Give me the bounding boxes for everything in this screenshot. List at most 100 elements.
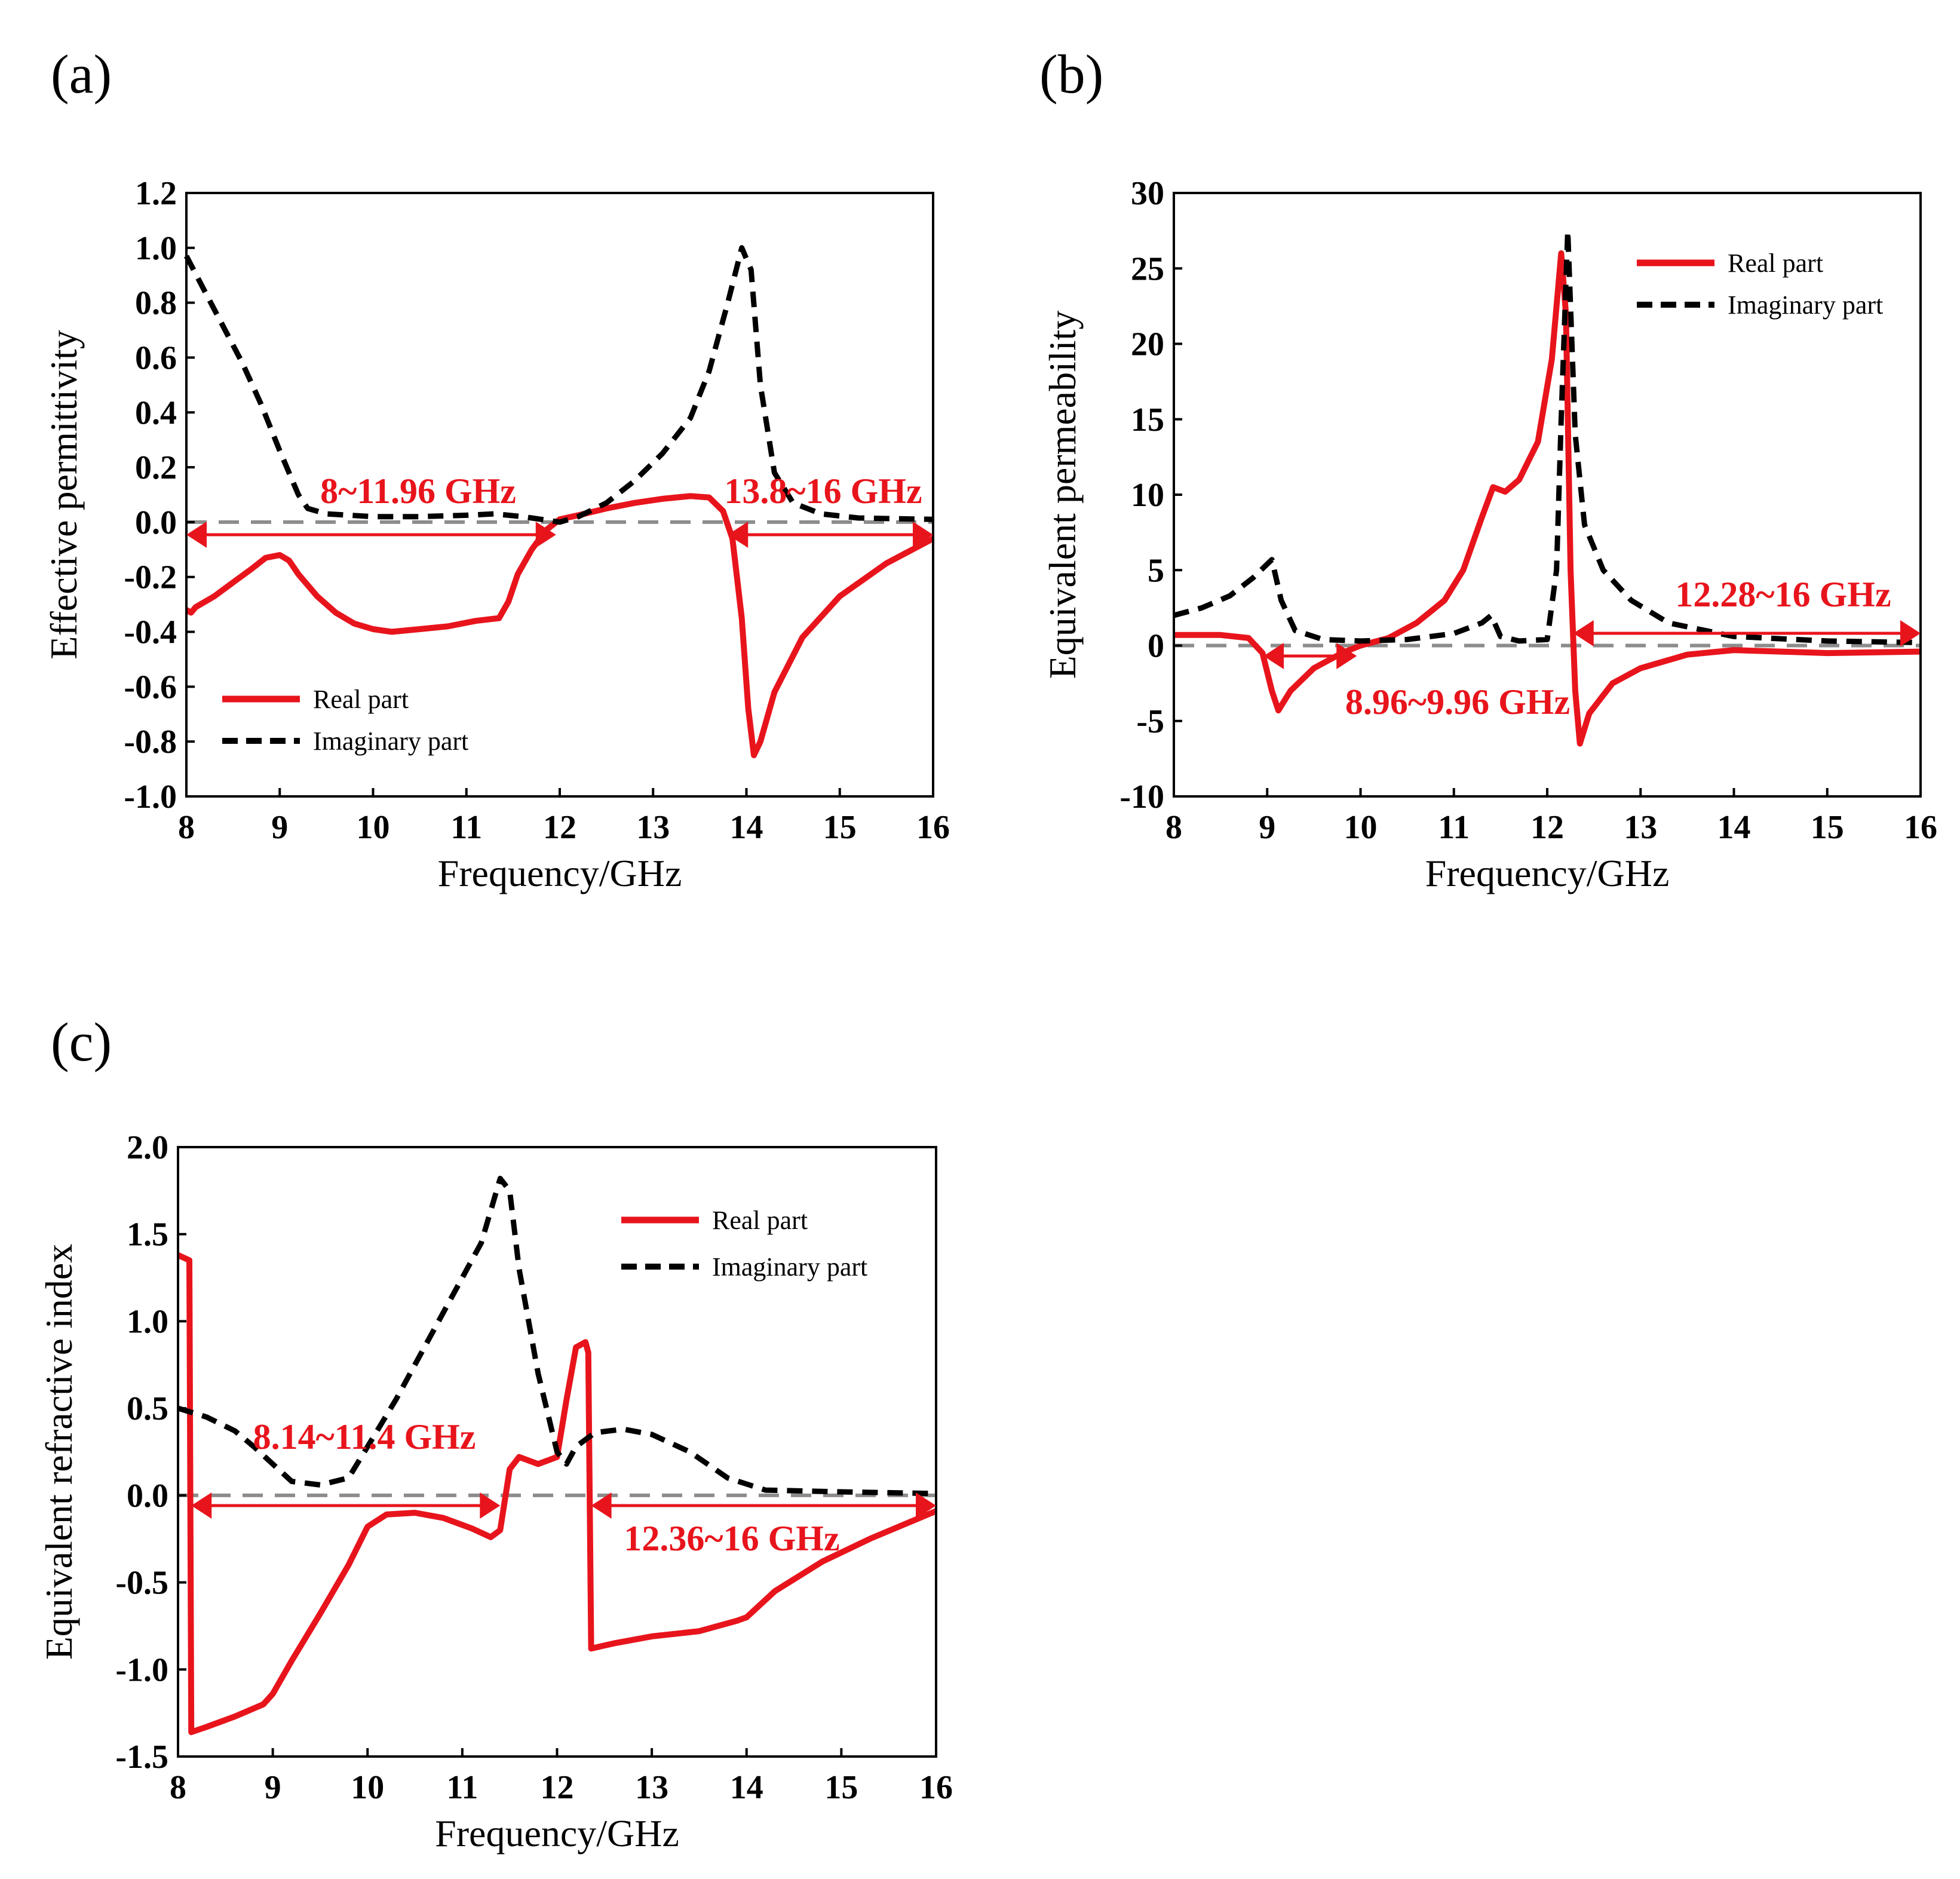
legend-label: Imaginary part	[313, 727, 468, 756]
x-tick-label: 11	[450, 809, 482, 846]
y-tick-label: 0.0	[135, 504, 177, 541]
band-arrow-head-left	[1263, 643, 1284, 669]
series-real-part-line	[185, 493, 935, 759]
y-tick-label: 0.0	[127, 1478, 168, 1515]
x-axis-title: Frequency/GHz	[1425, 852, 1670, 894]
y-tick-label: 0	[1148, 628, 1164, 665]
x-tick-label: 8	[178, 809, 195, 846]
y-tick-label: -0.8	[124, 724, 177, 761]
band-label: 8.14~11.4 GHz	[253, 1417, 476, 1457]
x-axis-title: Frequency/GHz	[438, 852, 682, 894]
legend-label: Real part	[712, 1206, 808, 1235]
x-tick-label: 15	[823, 809, 857, 846]
band-arrow-head-left	[191, 1492, 212, 1519]
x-tick-label: 15	[824, 1769, 858, 1806]
y-tick-label: 1.0	[127, 1303, 168, 1340]
x-tick-label: 14	[730, 809, 763, 846]
series-real-part-line	[1174, 250, 1921, 747]
y-tick-label: 0.6	[135, 339, 177, 376]
band-label: 12.28~16 GHz	[1675, 575, 1891, 614]
x-tick-label: 16	[916, 809, 950, 846]
band-label: 13.8~16 GHz	[724, 471, 922, 511]
band-label: 8~11.96 GHz	[320, 471, 516, 511]
legend-label: Real part	[1728, 249, 1823, 278]
band-label: 8.96~9.96 GHz	[1345, 682, 1570, 722]
y-tick-label: -5	[1136, 703, 1164, 740]
band-arrow-head-right	[1336, 643, 1357, 669]
band-arrow-head-right	[535, 522, 556, 548]
series-real-part-line	[176, 1252, 937, 1736]
y-tick-label: 20	[1131, 326, 1164, 363]
legend-label: Imaginary part	[1728, 290, 1883, 320]
panel-label: (c)	[51, 1011, 112, 1072]
x-tick-label: 10	[357, 809, 390, 846]
y-tick-label: 5	[1148, 552, 1164, 589]
x-axis-title: Frequency/GHz	[435, 1812, 679, 1855]
y-axis-title: Equivalent refractive index	[38, 1244, 80, 1660]
y-tick-label: -1.0	[124, 778, 177, 816]
legend-label: Imaginary part	[712, 1252, 867, 1282]
legend-label: Real part	[313, 685, 409, 714]
panel-b: (b) 8 9 10 11 12 13 14 15 16 -10 -5 0 5 10 15 20 25 30 Freq…	[1039, 44, 1937, 894]
band-arrow-head-right	[1900, 620, 1921, 646]
y-tick-label: -0.5	[115, 1565, 168, 1602]
x-tick-label: 15	[1811, 809, 1844, 846]
band-label: 12.36~16 GHz	[624, 1519, 839, 1558]
x-tick-label: 16	[1904, 809, 1937, 846]
y-tick-label: -1.5	[115, 1739, 168, 1776]
panel-c: (c) 8 9 10 11 12 13 14 15 16 -1.5 -1.0 -0.5 0.0 0.5 1.0…	[38, 1011, 953, 1855]
x-tick-label: 13	[635, 1769, 668, 1806]
x-tick-label: 10	[1344, 809, 1378, 846]
band-arrow-head-left	[591, 1492, 612, 1519]
x-tick-label: 9	[265, 1769, 281, 1806]
y-tick-label: -10	[1119, 778, 1164, 816]
y-tick-label: 1.2	[135, 175, 177, 212]
series-imaginary-part-line	[184, 245, 934, 525]
x-tick-label: 12	[541, 1769, 574, 1806]
y-tick-label: -0.2	[124, 559, 177, 596]
y-tick-label: -0.6	[124, 669, 177, 706]
x-tick-label: 12	[1530, 809, 1564, 846]
x-tick-label: 8	[170, 1769, 186, 1806]
x-tick-label: 14	[730, 1769, 763, 1806]
band-arrow-head-left	[186, 522, 207, 548]
y-tick-label: 25	[1131, 250, 1164, 287]
x-tick-label: 8	[1165, 809, 1182, 846]
band-arrow-head-right	[480, 1492, 501, 1519]
y-tick-label: 10	[1131, 477, 1164, 514]
x-tick-label: 14	[1717, 809, 1751, 846]
x-tick-label: 9	[1259, 809, 1275, 846]
y-tick-label: -1.0	[115, 1651, 168, 1688]
legend: Real part Imaginary part	[1637, 249, 1883, 320]
x-tick-label: 12	[543, 809, 576, 846]
y-tick-label: -0.4	[124, 614, 177, 651]
band-arrow-head-right	[913, 522, 933, 548]
x-tick-label: 9	[271, 809, 288, 846]
legend: Real part Imaginary part	[621, 1206, 867, 1282]
legend: Real part Imaginary part	[222, 685, 468, 756]
x-tick-label: 10	[351, 1769, 384, 1806]
panel-label: (b)	[1039, 44, 1103, 105]
x-tick-label: 13	[636, 809, 670, 846]
x-tick-label: 11	[1438, 809, 1470, 846]
y-tick-label: 15	[1131, 401, 1164, 439]
y-tick-label: 0.5	[127, 1390, 168, 1427]
y-tick-label: 0.8	[135, 285, 177, 322]
y-axis-title: Equivalent permeability	[1041, 311, 1084, 679]
band-arrow-head-left	[1573, 620, 1594, 646]
y-tick-label: 1.5	[127, 1216, 168, 1253]
y-axis-title: Effective permittivity	[42, 330, 85, 660]
x-tick-label: 11	[446, 1769, 478, 1806]
x-tick-label: 16	[919, 1769, 953, 1806]
y-tick-label: 0.4	[135, 394, 177, 431]
panel-label: (a)	[51, 44, 112, 105]
y-tick-label: 0.2	[135, 449, 177, 486]
y-tick-label: 30	[1131, 175, 1164, 212]
x-tick-label: 13	[1624, 809, 1657, 846]
series-imaginary-part-line	[177, 1176, 937, 1497]
y-tick-label: 1.0	[135, 230, 177, 267]
y-tick-label: 2.0	[127, 1129, 168, 1166]
panel-a: (a) 8 9 10 11 12 13 14 15 16 -1.0 -0.8 -0.6 -0.4 -0.2 0…	[42, 44, 950, 894]
band-arrow-head-left	[728, 522, 749, 548]
